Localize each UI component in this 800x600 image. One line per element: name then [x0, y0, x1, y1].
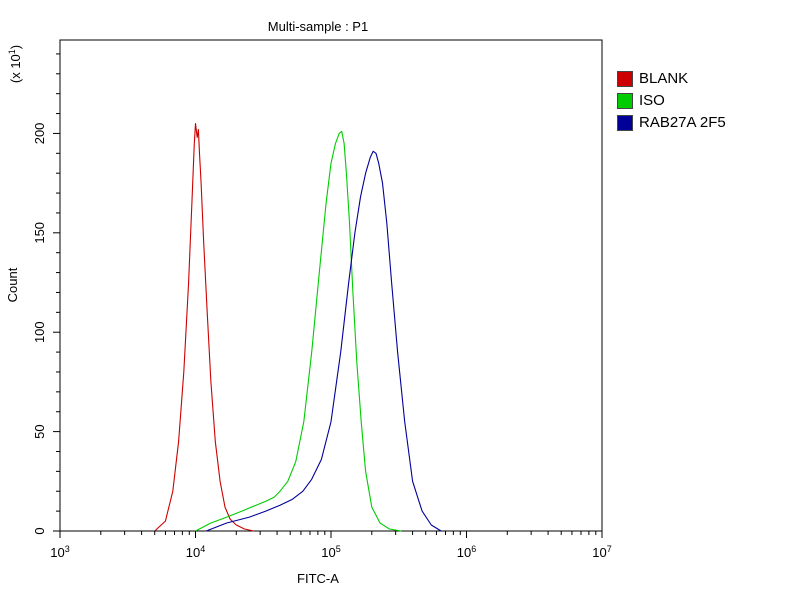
legend: BLANK ISO RAB27A 2F5 — [617, 68, 726, 134]
y-axis-label: Count — [5, 267, 20, 302]
legend-item-iso: ISO — [617, 90, 726, 112]
legend-label-blank: BLANK — [639, 70, 689, 87]
axes-layer: 103 104 105 106 107 0 50 100 150 200 — [32, 53, 612, 560]
legend-item-rab27a-2f5: RAB27A 2F5 — [617, 112, 726, 134]
series-layer — [154, 122, 442, 532]
y-tick-label: 200 — [32, 123, 47, 145]
plot-frame — [59, 39, 603, 532]
legend-swatch-blank — [617, 71, 633, 87]
legend-swatch-iso — [617, 93, 633, 109]
x-tick-label: 103 — [50, 544, 69, 560]
series-line-blank — [154, 122, 255, 532]
x-axis-label: FITC-A — [297, 571, 339, 586]
x-tick-label: 104 — [186, 544, 205, 560]
legend-label-rab27a-2f5: RAB27A 2F5 — [639, 114, 726, 131]
x-tick-label: 105 — [321, 544, 340, 560]
series-line-rab27a-2f5 — [206, 150, 442, 532]
x-tick-label: 107 — [592, 544, 611, 560]
series-line-iso — [195, 130, 402, 532]
x-tick-label: 106 — [457, 544, 476, 560]
y-tick-label: 0 — [32, 527, 47, 534]
y-tick-label: 100 — [32, 321, 47, 343]
legend-label-iso: ISO — [639, 92, 665, 109]
legend-item-blank: BLANK — [617, 68, 726, 90]
y-tick-label: 150 — [32, 222, 47, 244]
y-axis-multiplier: (x 101) — [7, 45, 23, 83]
y-tick-label: 50 — [32, 424, 47, 438]
legend-swatch-rab27a-2f5 — [617, 115, 633, 131]
chart-title: Multi-sample : P1 — [268, 19, 368, 34]
